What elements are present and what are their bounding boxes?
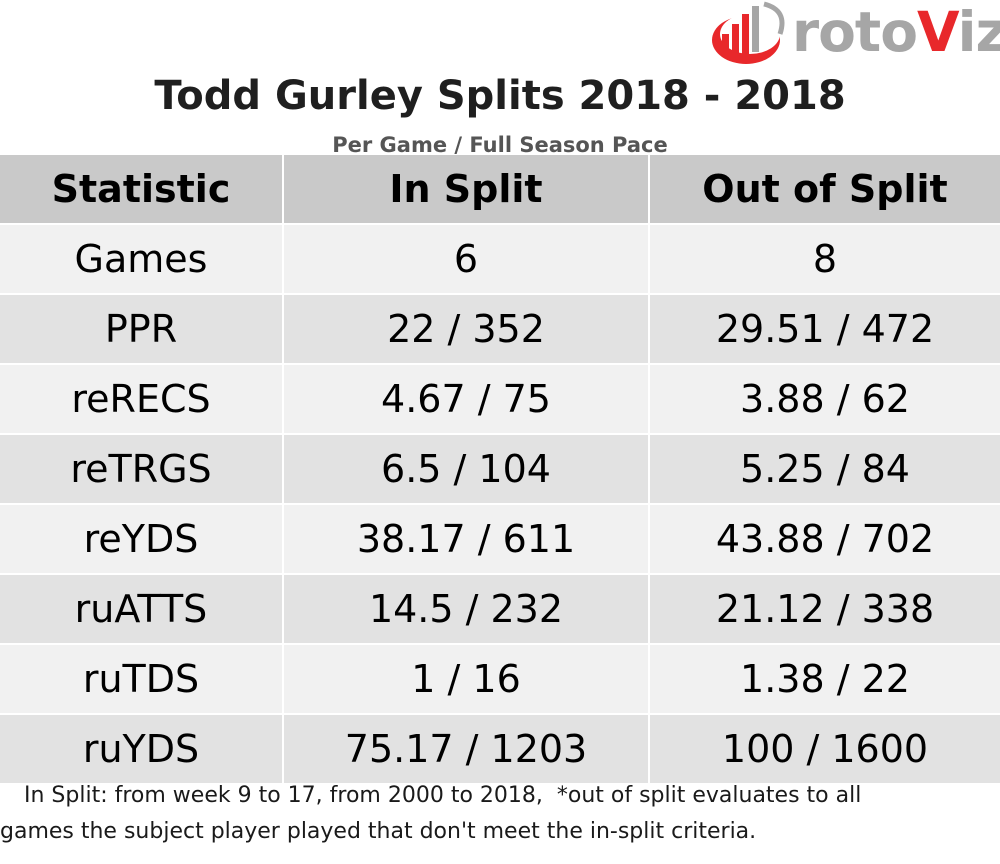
stat-name-cell: ruYDS: [82, 727, 200, 771]
table-row: ruATTS 14.5 / 232 21.12 / 338: [0, 575, 1000, 645]
out-of-split-cell: 29.51 / 472: [648, 295, 1000, 363]
rotoviz-logo-icon: [712, 1, 785, 64]
logo-text-v: V: [917, 0, 959, 64]
table-header-row: Statistic In Split Out of Split: [0, 155, 1000, 225]
in-split-cell: 6: [282, 225, 648, 293]
in-split-cell: 75.17 / 1203: [282, 715, 648, 783]
stat-name-cell: reRECS: [71, 377, 211, 421]
table-row: ruYDS 75.17 / 1203 100 / 1600: [0, 715, 1000, 785]
footnote: In Split: from week 9 to 17, from 2000 t…: [0, 778, 1000, 850]
logo-text-roto: roto: [792, 0, 918, 64]
header-out-of-split: Out of Split: [648, 155, 1000, 223]
table-row: PPR 22 / 352 29.51 / 472: [0, 295, 1000, 365]
out-of-split-cell: 5.25 / 84: [648, 435, 1000, 503]
stat-name-cell: reYDS: [83, 517, 199, 561]
out-of-split-cell: 8: [648, 225, 1000, 293]
out-of-split-cell: 1.38 / 22: [648, 645, 1000, 713]
table-row: reRECS 4.67 / 75 3.88 / 62: [0, 365, 1000, 435]
footnote-line-2: games the subject player played that don…: [0, 819, 757, 844]
table-row: Games 6 8: [0, 225, 1000, 295]
rotoviz-logo-text: rotoViz: [792, 2, 1000, 62]
out-of-split-cell: 3.88 / 62: [648, 365, 1000, 433]
out-of-split-cell: 21.12 / 338: [648, 575, 1000, 643]
header-statistic: Statistic: [51, 167, 231, 211]
out-of-split-cell: 100 / 1600: [648, 715, 1000, 783]
in-split-cell: 4.67 / 75: [282, 365, 648, 433]
stat-name-cell: ruTDS: [82, 657, 200, 701]
page-title: Todd Gurley Splits 2018 - 2018: [154, 73, 846, 119]
table-row: ruTDS 1 / 16 1.38 / 22: [0, 645, 1000, 715]
header-in-split: In Split: [282, 155, 648, 223]
table-row: reYDS 38.17 / 611 43.88 / 702: [0, 505, 1000, 575]
page-subtitle: Per Game / Full Season Pace: [332, 133, 668, 157]
in-split-cell: 6.5 / 104: [282, 435, 648, 503]
rotoviz-logo: rotoViz: [704, 0, 1000, 70]
logo-text-iz: iz: [957, 0, 1000, 64]
in-split-cell: 38.17 / 611: [282, 505, 648, 573]
stat-name-cell: Games: [74, 237, 208, 281]
in-split-cell: 14.5 / 232: [282, 575, 648, 643]
footnote-line-1: In Split: from week 9 to 17, from 2000 t…: [24, 783, 862, 808]
stat-name-cell: PPR: [104, 307, 178, 351]
stat-name-cell: ruATTS: [74, 587, 208, 631]
in-split-cell: 22 / 352: [282, 295, 648, 363]
out-of-split-cell: 43.88 / 702: [648, 505, 1000, 573]
splits-table: Statistic In Split Out of Split Games 6 …: [0, 155, 1000, 785]
table-row: reTRGS 6.5 / 104 5.25 / 84: [0, 435, 1000, 505]
in-split-cell: 1 / 16: [282, 645, 648, 713]
stat-name-cell: reTRGS: [70, 447, 212, 491]
